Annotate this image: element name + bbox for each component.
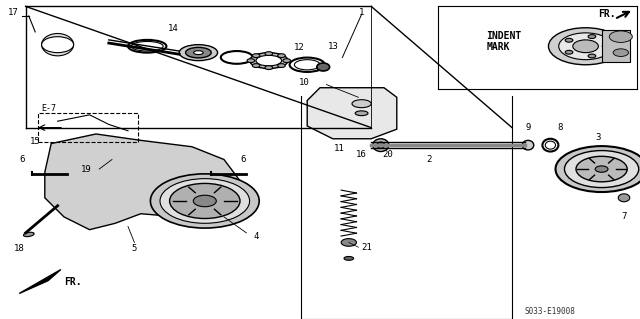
Circle shape [160,179,250,223]
Circle shape [193,195,216,207]
Circle shape [252,64,260,68]
Text: FR.: FR. [598,9,616,19]
Ellipse shape [352,100,371,108]
Circle shape [565,50,573,54]
Ellipse shape [377,142,385,148]
Text: 12: 12 [294,43,304,52]
Text: 2: 2 [426,155,431,164]
Text: 1: 1 [359,8,364,17]
Circle shape [573,40,598,53]
Text: 6: 6 [20,155,25,164]
Ellipse shape [355,111,368,116]
Text: 19: 19 [81,165,92,174]
Text: 21: 21 [362,243,372,252]
Text: 9: 9 [525,123,531,132]
Ellipse shape [250,53,288,69]
Polygon shape [19,270,61,293]
Circle shape [283,59,291,63]
Circle shape [150,174,259,228]
Circle shape [341,239,356,246]
Circle shape [42,37,74,53]
Text: 14: 14 [168,24,178,33]
Text: 18: 18 [14,244,24,253]
Circle shape [548,28,623,65]
Ellipse shape [317,63,330,71]
Circle shape [265,52,273,56]
Text: 17: 17 [8,8,18,17]
Ellipse shape [24,232,34,237]
Circle shape [559,33,612,60]
Bar [602,30,630,62]
Text: 7: 7 [621,212,627,221]
Circle shape [556,146,640,192]
Polygon shape [307,88,397,139]
Ellipse shape [256,55,282,66]
Ellipse shape [618,194,630,202]
Circle shape [265,66,273,70]
Text: 16: 16 [356,150,367,159]
Circle shape [576,156,627,182]
Text: FR.: FR. [64,277,82,287]
Ellipse shape [42,33,74,56]
Circle shape [564,151,639,188]
Circle shape [278,54,285,57]
Circle shape [588,54,596,58]
Circle shape [565,38,573,42]
Ellipse shape [193,51,204,55]
Ellipse shape [179,45,218,61]
Ellipse shape [186,47,211,58]
Ellipse shape [372,139,388,152]
Polygon shape [45,134,243,230]
Bar [38,113,138,142]
Circle shape [252,54,260,57]
Circle shape [595,166,608,172]
Text: 15: 15 [30,137,40,146]
Text: 6: 6 [241,155,246,164]
Text: 10: 10 [299,78,309,87]
Text: 11: 11 [334,144,344,153]
Circle shape [170,183,240,219]
Circle shape [588,35,596,39]
Text: 20: 20 [382,150,392,159]
Circle shape [609,31,632,42]
Text: 3: 3 [596,133,601,142]
Text: 13: 13 [328,42,338,51]
Text: E-7: E-7 [42,104,56,113]
Circle shape [247,59,255,63]
Text: 5: 5 [132,244,137,253]
Text: S033-E19008: S033-E19008 [525,307,575,315]
Circle shape [602,44,610,48]
Text: 8: 8 [557,123,563,132]
Circle shape [278,64,285,68]
Circle shape [613,49,628,56]
Text: INDENT
MARK: INDENT MARK [486,31,522,52]
Ellipse shape [522,140,534,150]
Ellipse shape [344,256,354,260]
Text: 4: 4 [253,232,259,241]
